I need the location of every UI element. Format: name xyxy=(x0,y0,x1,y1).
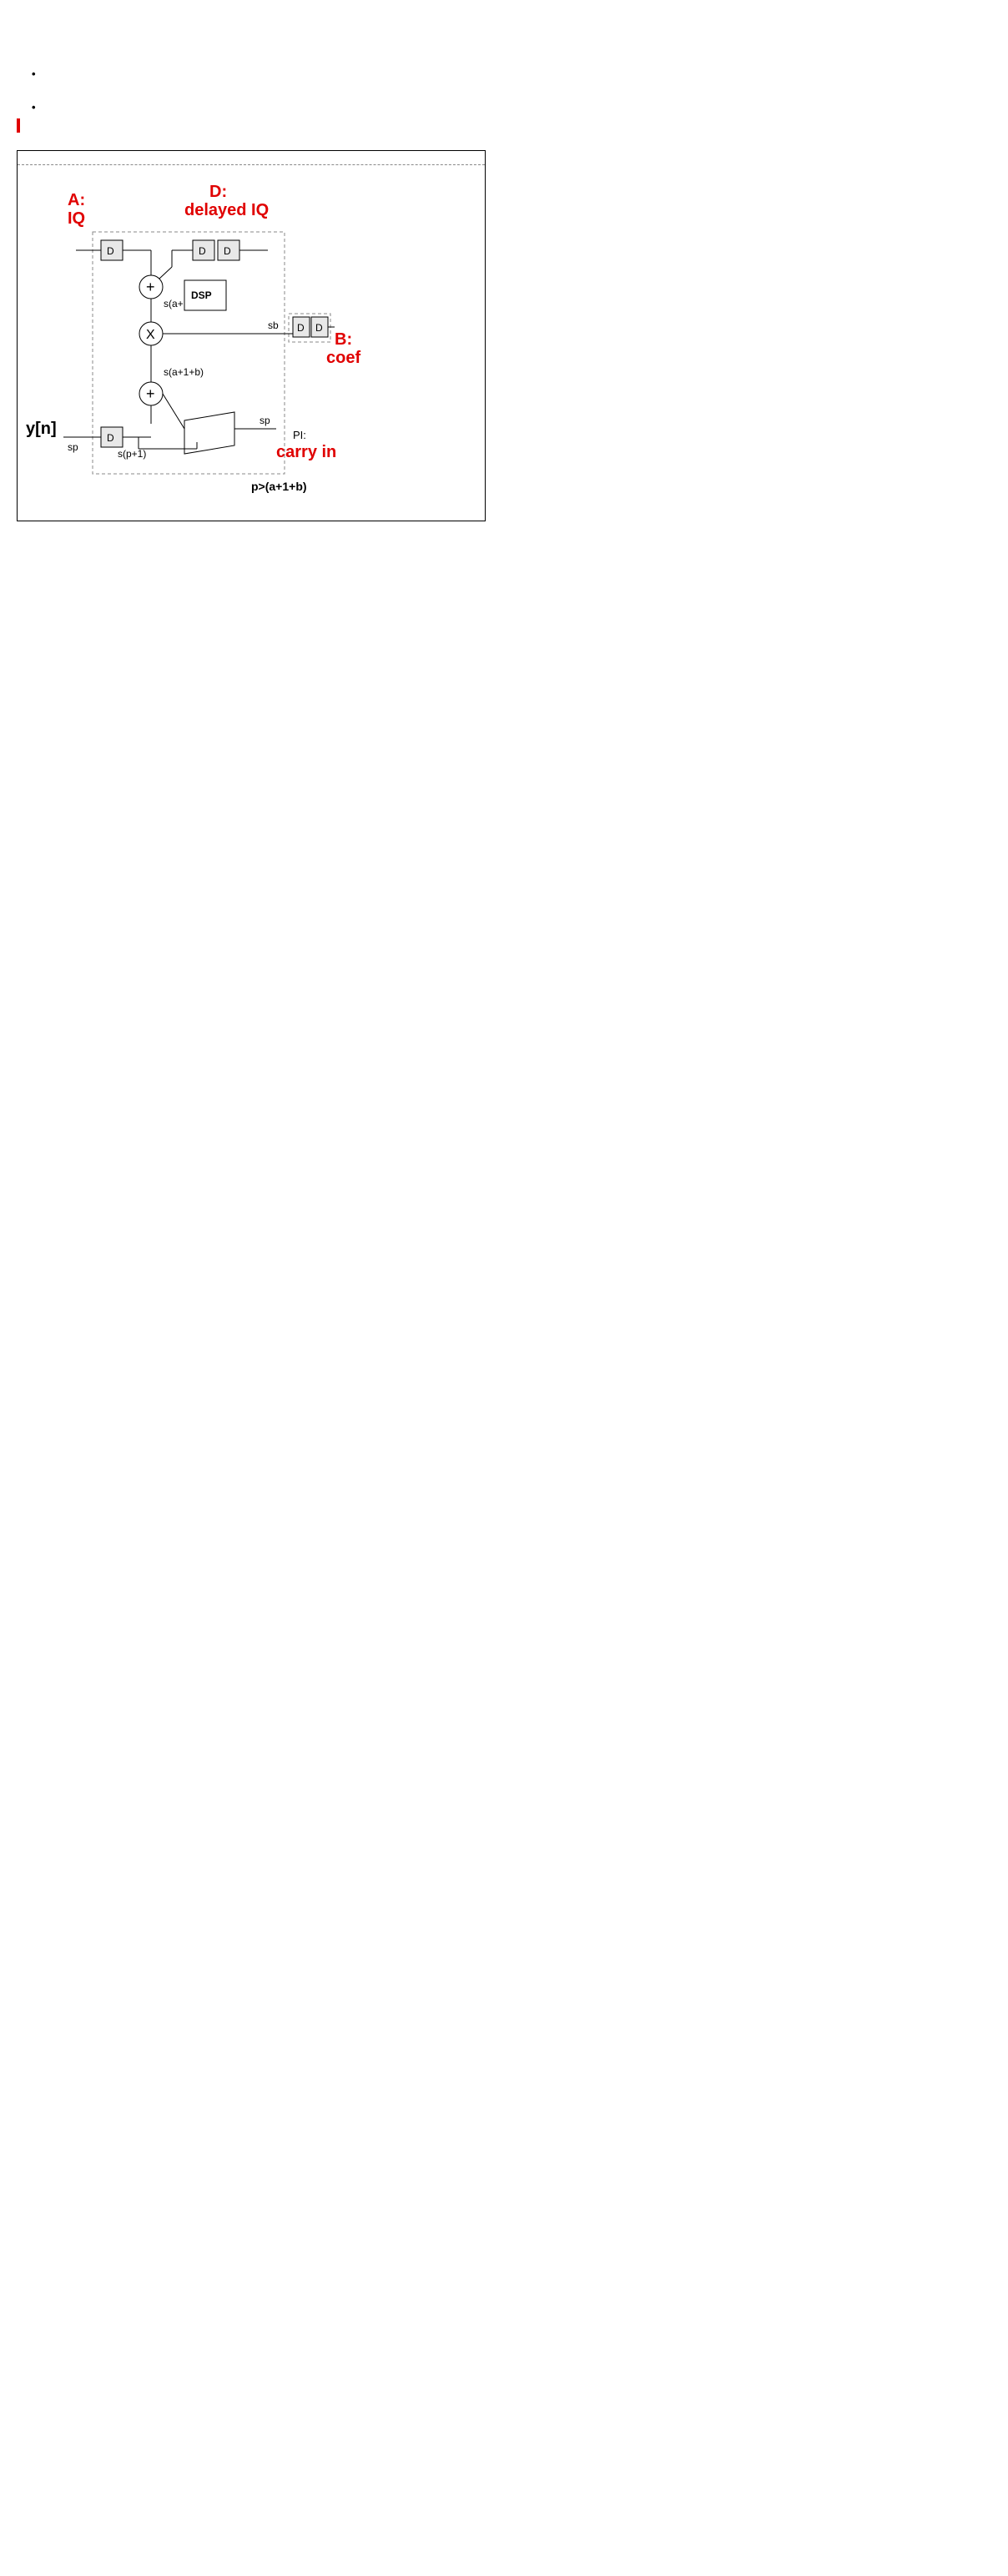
dsp-truth-table xyxy=(18,507,485,521)
dsp-title xyxy=(18,151,485,165)
svg-text:D: D xyxy=(315,322,323,334)
svg-text:D: D xyxy=(107,432,114,444)
dsp-sp1: s(p+1) xyxy=(118,448,146,460)
mods-title: • xyxy=(32,65,991,83)
dsp-diagram: A: IQ D: delayed IQ B: coef PI: carry in… xyxy=(17,150,486,521)
dsp-sab: s(a+1+b) xyxy=(164,366,204,378)
svg-text:D: D xyxy=(199,245,206,257)
svg-text:X: X xyxy=(146,328,155,342)
svg-text:+: + xyxy=(146,279,155,295)
dsp-sp2: sp xyxy=(260,415,270,426)
section-filter: • xyxy=(17,98,991,135)
dsp-label-D: D: xyxy=(209,183,227,201)
svg-text:D: D xyxy=(297,322,305,334)
section-modulations: • xyxy=(17,65,991,83)
dsp-label-B: B: xyxy=(335,330,352,349)
dsp-pgt: p>(a+1+b) xyxy=(251,480,307,493)
filter-title: • xyxy=(32,98,991,117)
dsp-label-B2: coef xyxy=(326,349,360,367)
dsp-label-PI2: carry in xyxy=(276,443,336,461)
svg-text:D: D xyxy=(224,245,231,257)
timing-diagram xyxy=(17,556,991,682)
dsp-sp: sp xyxy=(68,441,78,453)
dsp-mux xyxy=(184,412,234,454)
section-nco-pwd xyxy=(17,13,991,50)
svg-text:+: + xyxy=(146,385,155,402)
filter-para xyxy=(17,117,991,135)
svg-text:DSP: DSP xyxy=(191,289,212,301)
dsp-label-A: A: xyxy=(68,191,85,209)
dsp-sb: sb xyxy=(268,319,279,331)
timing-svg xyxy=(17,556,985,682)
dsp-svg: A: IQ D: delayed IQ B: coef PI: carry in… xyxy=(18,182,485,507)
dsp-dbox-a-t: D xyxy=(107,245,114,257)
filter-highlight xyxy=(17,118,20,133)
dsp-label-D2: delayed IQ xyxy=(184,201,269,219)
dsp-label-A2: IQ xyxy=(68,209,85,228)
dsp-sa xyxy=(18,165,485,182)
dsp-label-PI: PI: xyxy=(293,429,306,441)
dsp-label-yn: y[n] xyxy=(26,420,57,438)
